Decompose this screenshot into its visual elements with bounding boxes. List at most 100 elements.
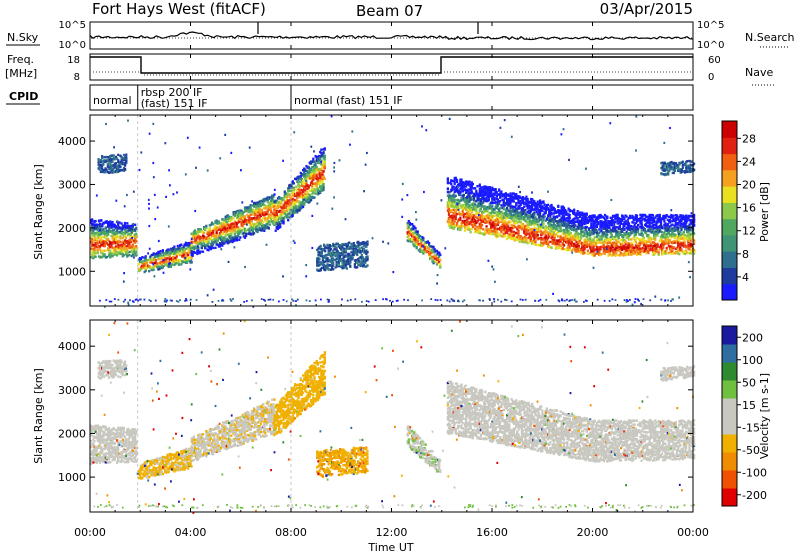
scatter-cell bbox=[300, 182, 303, 185]
scatter-cell bbox=[451, 202, 454, 206]
scatter-cell bbox=[161, 249, 164, 252]
scatter-cell bbox=[422, 252, 425, 255]
scatter-cell bbox=[542, 222, 545, 226]
scatter-cell bbox=[453, 181, 456, 184]
scatter-cell bbox=[327, 264, 330, 267]
scatter-cell bbox=[357, 240, 360, 244]
scatter-cell bbox=[353, 259, 356, 262]
scatter-cell bbox=[455, 212, 459, 216]
scatter-cell bbox=[504, 208, 507, 211]
scatter-cell bbox=[274, 229, 277, 232]
noise-panel: N.Sky 10^5 10^0 10^5 10^0 N.Search bbox=[6, 20, 795, 51]
scatter-cell bbox=[242, 211, 245, 214]
scatter-cell bbox=[258, 226, 261, 230]
scatter-cell bbox=[332, 243, 335, 247]
scatter-cell bbox=[109, 254, 112, 257]
scatter-cell bbox=[260, 219, 264, 222]
scatter-cell bbox=[454, 177, 457, 181]
scatter-cell bbox=[525, 241, 528, 244]
scatter-cell bbox=[502, 216, 505, 220]
scatter-cell bbox=[316, 186, 319, 190]
scatter-cell bbox=[455, 178, 459, 182]
scatter-cell bbox=[334, 244, 337, 247]
scatter-cell bbox=[328, 246, 331, 249]
scatter-cell bbox=[164, 263, 167, 266]
scatter-cell bbox=[332, 261, 335, 264]
scatter-cell bbox=[498, 209, 501, 212]
scatter-cell bbox=[495, 213, 498, 217]
scatter-cell bbox=[337, 260, 340, 263]
scatter-cell bbox=[361, 265, 364, 268]
scatter-cell bbox=[509, 192, 512, 195]
scatter-cell bbox=[287, 204, 290, 207]
scatter-cell bbox=[290, 213, 293, 216]
scatter-cell bbox=[135, 239, 138, 243]
scatter-cell bbox=[473, 197, 476, 200]
scatter-cell bbox=[350, 242, 353, 246]
scatter-cell bbox=[315, 184, 318, 187]
scatter-cell bbox=[257, 224, 260, 227]
scatter-cell bbox=[120, 227, 123, 230]
scatter-cell bbox=[349, 256, 352, 259]
scatter-cell bbox=[223, 224, 226, 227]
scatter-cell bbox=[406, 221, 409, 225]
scatter-cell bbox=[343, 250, 346, 253]
scatter-cell bbox=[506, 227, 509, 230]
scatter-cell bbox=[361, 257, 364, 260]
scatter-cell bbox=[276, 204, 279, 208]
scatter-cell bbox=[128, 245, 131, 249]
scatter-cell bbox=[135, 248, 138, 251]
scatter-cell bbox=[462, 216, 465, 219]
scatter-cell bbox=[226, 228, 229, 232]
scatter-cell bbox=[266, 222, 269, 225]
scatter-cell bbox=[196, 230, 199, 234]
scatter-cell bbox=[273, 222, 276, 225]
scatter-cell bbox=[135, 232, 138, 236]
scatter-cell bbox=[203, 226, 206, 229]
scatter-cell bbox=[213, 227, 216, 230]
scatter-cell bbox=[545, 217, 548, 220]
scatter-cell bbox=[533, 226, 536, 229]
scatter-cell bbox=[126, 240, 129, 243]
scatter-cell bbox=[523, 238, 526, 241]
scatter-cell bbox=[209, 237, 212, 240]
scatter-cell bbox=[520, 209, 523, 212]
scatter-cell bbox=[460, 206, 463, 209]
scatter-cell bbox=[335, 250, 338, 254]
scatter-cell bbox=[547, 203, 550, 207]
scatter-cell bbox=[240, 229, 243, 232]
scatter-cell bbox=[523, 201, 526, 204]
scatter-cell bbox=[406, 224, 409, 227]
scatter-cell bbox=[515, 231, 518, 235]
scatter-cell bbox=[282, 222, 285, 225]
scatter-cell bbox=[535, 243, 538, 247]
scatter-cell bbox=[100, 219, 103, 222]
scatter-cell bbox=[120, 243, 123, 246]
scatter-cell bbox=[470, 192, 473, 195]
scatter-cell bbox=[537, 237, 541, 240]
scatter-cell bbox=[521, 218, 525, 221]
scatter-cell bbox=[550, 246, 553, 249]
scatter-cell bbox=[471, 223, 474, 227]
scatter-cell bbox=[163, 255, 166, 259]
scatter-cell bbox=[519, 203, 522, 206]
scatter-cell bbox=[246, 213, 249, 217]
scatter-cell bbox=[477, 212, 480, 215]
scatter-cell bbox=[128, 242, 131, 246]
scatter-cell bbox=[339, 254, 342, 257]
scatter-cell bbox=[254, 204, 257, 207]
scatter-cell bbox=[220, 238, 223, 241]
scatter-cell bbox=[471, 195, 474, 198]
scatter-cell bbox=[484, 217, 487, 221]
scatter-cell bbox=[322, 188, 325, 191]
scatter-cell bbox=[513, 232, 517, 235]
scatter-cell bbox=[283, 190, 286, 193]
scatter-cell bbox=[316, 191, 319, 194]
scatter-cell bbox=[311, 185, 314, 189]
scatter-cell bbox=[99, 241, 102, 244]
scatter-cell bbox=[461, 210, 464, 213]
scatter-cell bbox=[515, 226, 518, 229]
scatter-cell bbox=[433, 248, 436, 251]
scatter-cell bbox=[281, 198, 284, 202]
scatter-cell bbox=[411, 237, 414, 241]
